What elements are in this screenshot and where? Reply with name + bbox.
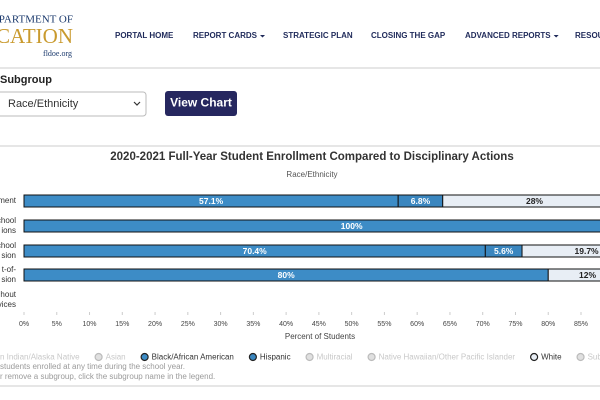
category-label: sion [1, 251, 16, 260]
legend-swatch [248, 352, 257, 362]
legend-swatch [576, 352, 585, 362]
select[interactable] [0, 91, 147, 117]
category-label: t-of- [2, 265, 17, 274]
x-tick-label: 0% [19, 321, 29, 328]
bar-segment [521, 244, 600, 258]
data-label: 100% [341, 221, 363, 231]
category-label: chool [0, 241, 16, 250]
x-tick-label: 20% [148, 321, 162, 328]
x-tick-label: 75% [508, 321, 522, 328]
x-tick-label: 85% [574, 321, 588, 328]
data-label: 28% [526, 196, 543, 206]
chevron [133, 101, 141, 106]
data-label: 12% [579, 270, 596, 280]
legend-item[interactable]: n Indian/Alaska Native [0, 353, 80, 362]
nav-link[interactable]: RESOU [575, 31, 600, 40]
view-chart-button[interactable] [165, 91, 237, 116]
x-axis-title: Percent of Students [285, 332, 355, 341]
x-tick-label: 40% [279, 321, 293, 328]
dropdown-caret [553, 35, 559, 38]
x-tick-label: 30% [214, 321, 228, 328]
bar-segment [547, 268, 600, 282]
category-label: hout [0, 290, 16, 299]
legend-item[interactable]: Black/African American [152, 353, 234, 362]
x-tick-label: 45% [312, 321, 326, 328]
data-label: 80% [278, 270, 295, 280]
footnote: r remove a subgroup, click the subgroup … [0, 372, 215, 381]
category-label: vices [0, 300, 16, 309]
x-tick-label: 70% [476, 321, 490, 328]
data-label: 5.6% [494, 246, 514, 256]
legend-swatch [140, 352, 149, 362]
select-value: Race/Ethnicity [8, 98, 79, 110]
legend-item[interactable]: Subgro [588, 353, 600, 362]
x-tick-label: 25% [181, 321, 195, 328]
nav-link[interactable]: ADVANCED REPORTS [465, 31, 551, 40]
data-label: 70.4% [243, 246, 268, 256]
legend-item[interactable]: Hispanic [260, 353, 291, 362]
legend-item[interactable]: White [541, 353, 562, 362]
bar-segment [442, 194, 600, 208]
dropdown-caret [260, 35, 266, 38]
legend-swatch [367, 352, 376, 362]
x-tick-label: 55% [377, 321, 391, 328]
nav-link[interactable]: CLOSING THE GAP [371, 31, 446, 40]
logo-word: CATION [0, 24, 73, 48]
data-label: 57.1% [199, 196, 224, 206]
legend-item[interactable]: Asian [106, 353, 126, 362]
category-label: sion [1, 275, 16, 284]
x-tick-label: 80% [541, 321, 555, 328]
data-label: 6.8% [411, 196, 431, 206]
nav-link[interactable]: REPORT CARDS [193, 31, 258, 40]
x-tick-label: 35% [246, 321, 260, 328]
nav-link[interactable]: STRATEGIC PLAN [283, 31, 353, 40]
chart-subtitle: Race/Ethnicity [286, 170, 337, 179]
logo-url: fldoe.org [43, 49, 72, 58]
x-tick-label: 5% [52, 321, 62, 328]
legend-item[interactable]: Multiracial [317, 353, 353, 362]
legend-swatch [305, 352, 314, 362]
nav-link[interactable]: PORTAL HOME [115, 31, 174, 40]
chart-panel [0, 145, 600, 387]
category-label: ment [0, 196, 17, 205]
legend-swatch [94, 352, 103, 362]
chart-title: 2020-2021 Full-Year Student Enrollment C… [110, 151, 513, 163]
footnote: students enrolled at any time during the… [0, 362, 185, 371]
x-tick-label: 15% [115, 321, 129, 328]
legend-swatch [530, 352, 539, 362]
x-tick-label: 50% [345, 321, 359, 328]
bar-segment [23, 219, 600, 233]
logo-line: EPARTMENT OF [0, 14, 73, 26]
x-tick-label: 65% [443, 321, 457, 328]
data-label: 19.7% [575, 246, 600, 256]
x-tick-label: 10% [83, 321, 97, 328]
category-label: ions [1, 226, 16, 235]
button-label: View Chart [170, 96, 232, 110]
legend-item[interactable]: Native Hawaiian/Other Pacific Islander [379, 353, 516, 362]
x-tick-label: 60% [410, 321, 424, 328]
category-label: chool [0, 216, 16, 225]
field-label: Subgroup [0, 74, 52, 86]
